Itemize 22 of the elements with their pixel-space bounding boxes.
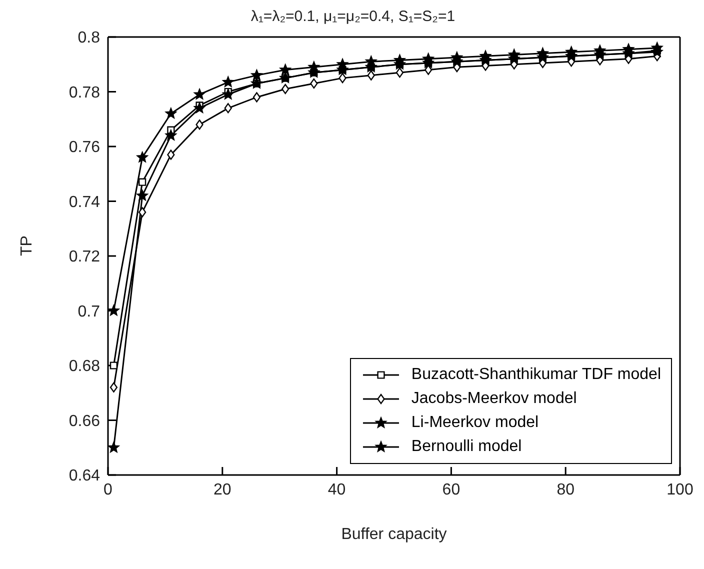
- y-tick-label: 0.8: [78, 30, 100, 47]
- legend-label: Buzacott-Shanthikumar TDF model: [411, 366, 661, 384]
- legend-label: Li-Meerkov model: [411, 414, 539, 432]
- y-tick-label: 0.68: [68, 358, 100, 376]
- x-tick-label: 100: [666, 481, 694, 498]
- y-tick-label: 0.74: [68, 194, 100, 211]
- x-tick-label: 0: [104, 481, 113, 498]
- legend-label: Jacobs-Meerkov model: [411, 390, 577, 408]
- x-tick-label: 40: [328, 481, 346, 498]
- legend-label: Bernoulli model: [411, 438, 522, 456]
- x-tick-label: 20: [214, 481, 232, 498]
- y-tick-label: 0.76: [68, 139, 100, 156]
- y-tick-label: 0.78: [68, 84, 100, 102]
- x-tick-label: 80: [556, 481, 575, 498]
- y-tick-label: 0.66: [68, 412, 100, 430]
- y-tick-label: 0.7: [78, 303, 100, 320]
- y-tick-label: 0.72: [68, 248, 100, 266]
- chart-title: λ₁=λ₂=0.1, μ₁=μ₂=0.4, S₁=S₂=1: [250, 8, 456, 25]
- y-axis-title: TP: [18, 236, 36, 256]
- x-axis-title: Buffer capacity: [341, 526, 447, 543]
- x-tick-label: 60: [442, 481, 460, 498]
- y-tick-label: 0.64: [68, 468, 100, 485]
